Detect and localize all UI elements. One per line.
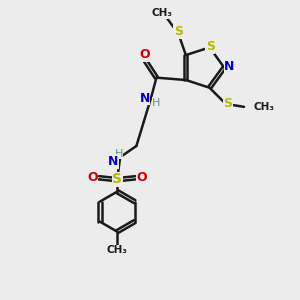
Text: CH₃: CH₃ [152, 8, 172, 18]
Text: S: S [206, 40, 214, 53]
Text: H: H [115, 148, 123, 159]
Text: H: H [152, 98, 160, 108]
Text: S: S [174, 25, 183, 38]
Text: N: N [224, 61, 235, 74]
Text: N: N [108, 155, 118, 168]
Text: CH₃: CH₃ [254, 102, 274, 112]
Text: O: O [87, 171, 98, 184]
Text: O: O [137, 171, 147, 184]
Text: N: N [140, 92, 150, 105]
Text: S: S [112, 172, 122, 186]
Text: S: S [224, 98, 232, 110]
Text: O: O [139, 48, 150, 61]
Text: CH₃: CH₃ [107, 245, 128, 256]
